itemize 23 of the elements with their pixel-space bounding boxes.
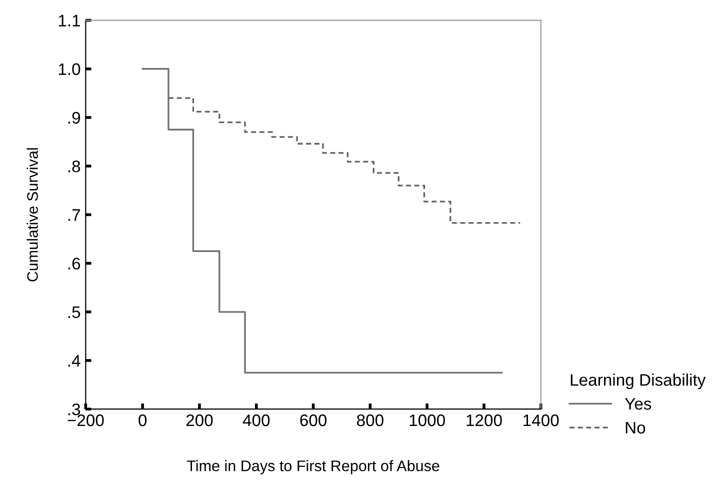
- x-tick-label: −200: [68, 414, 104, 426]
- y-tick-label: 1.1: [58, 14, 80, 26]
- x-tick-label: 400: [242, 414, 270, 426]
- y-tick-label: .4: [68, 355, 80, 367]
- y-tick-label: .7: [68, 209, 80, 221]
- x-tick-label: 200: [186, 414, 213, 426]
- x-tick-label: 1400: [524, 414, 559, 426]
- x-tick-label: 1000: [410, 414, 445, 426]
- y-tick-label: .5: [68, 306, 80, 318]
- y-tick-label: .6: [68, 258, 80, 270]
- legend-title: Learning Disability: [570, 374, 706, 390]
- legend-label: Yes: [624, 398, 652, 410]
- y-tick-label: .9: [68, 112, 80, 124]
- y-tick-label: .8: [68, 160, 80, 172]
- x-tick-label: 1200: [466, 414, 502, 426]
- y-axis-title: Cumulative Survival: [26, 148, 38, 282]
- x-axis-title: Time in Days to First Report of Abuse: [186, 460, 440, 474]
- y-tick-label: .3: [68, 404, 80, 416]
- legend-label: No: [626, 422, 646, 434]
- y-tick-label: 1.0: [58, 63, 80, 76]
- x-tick-label: 0: [138, 414, 147, 426]
- x-tick-label: 600: [300, 414, 327, 426]
- x-tick-label: 800: [356, 414, 384, 426]
